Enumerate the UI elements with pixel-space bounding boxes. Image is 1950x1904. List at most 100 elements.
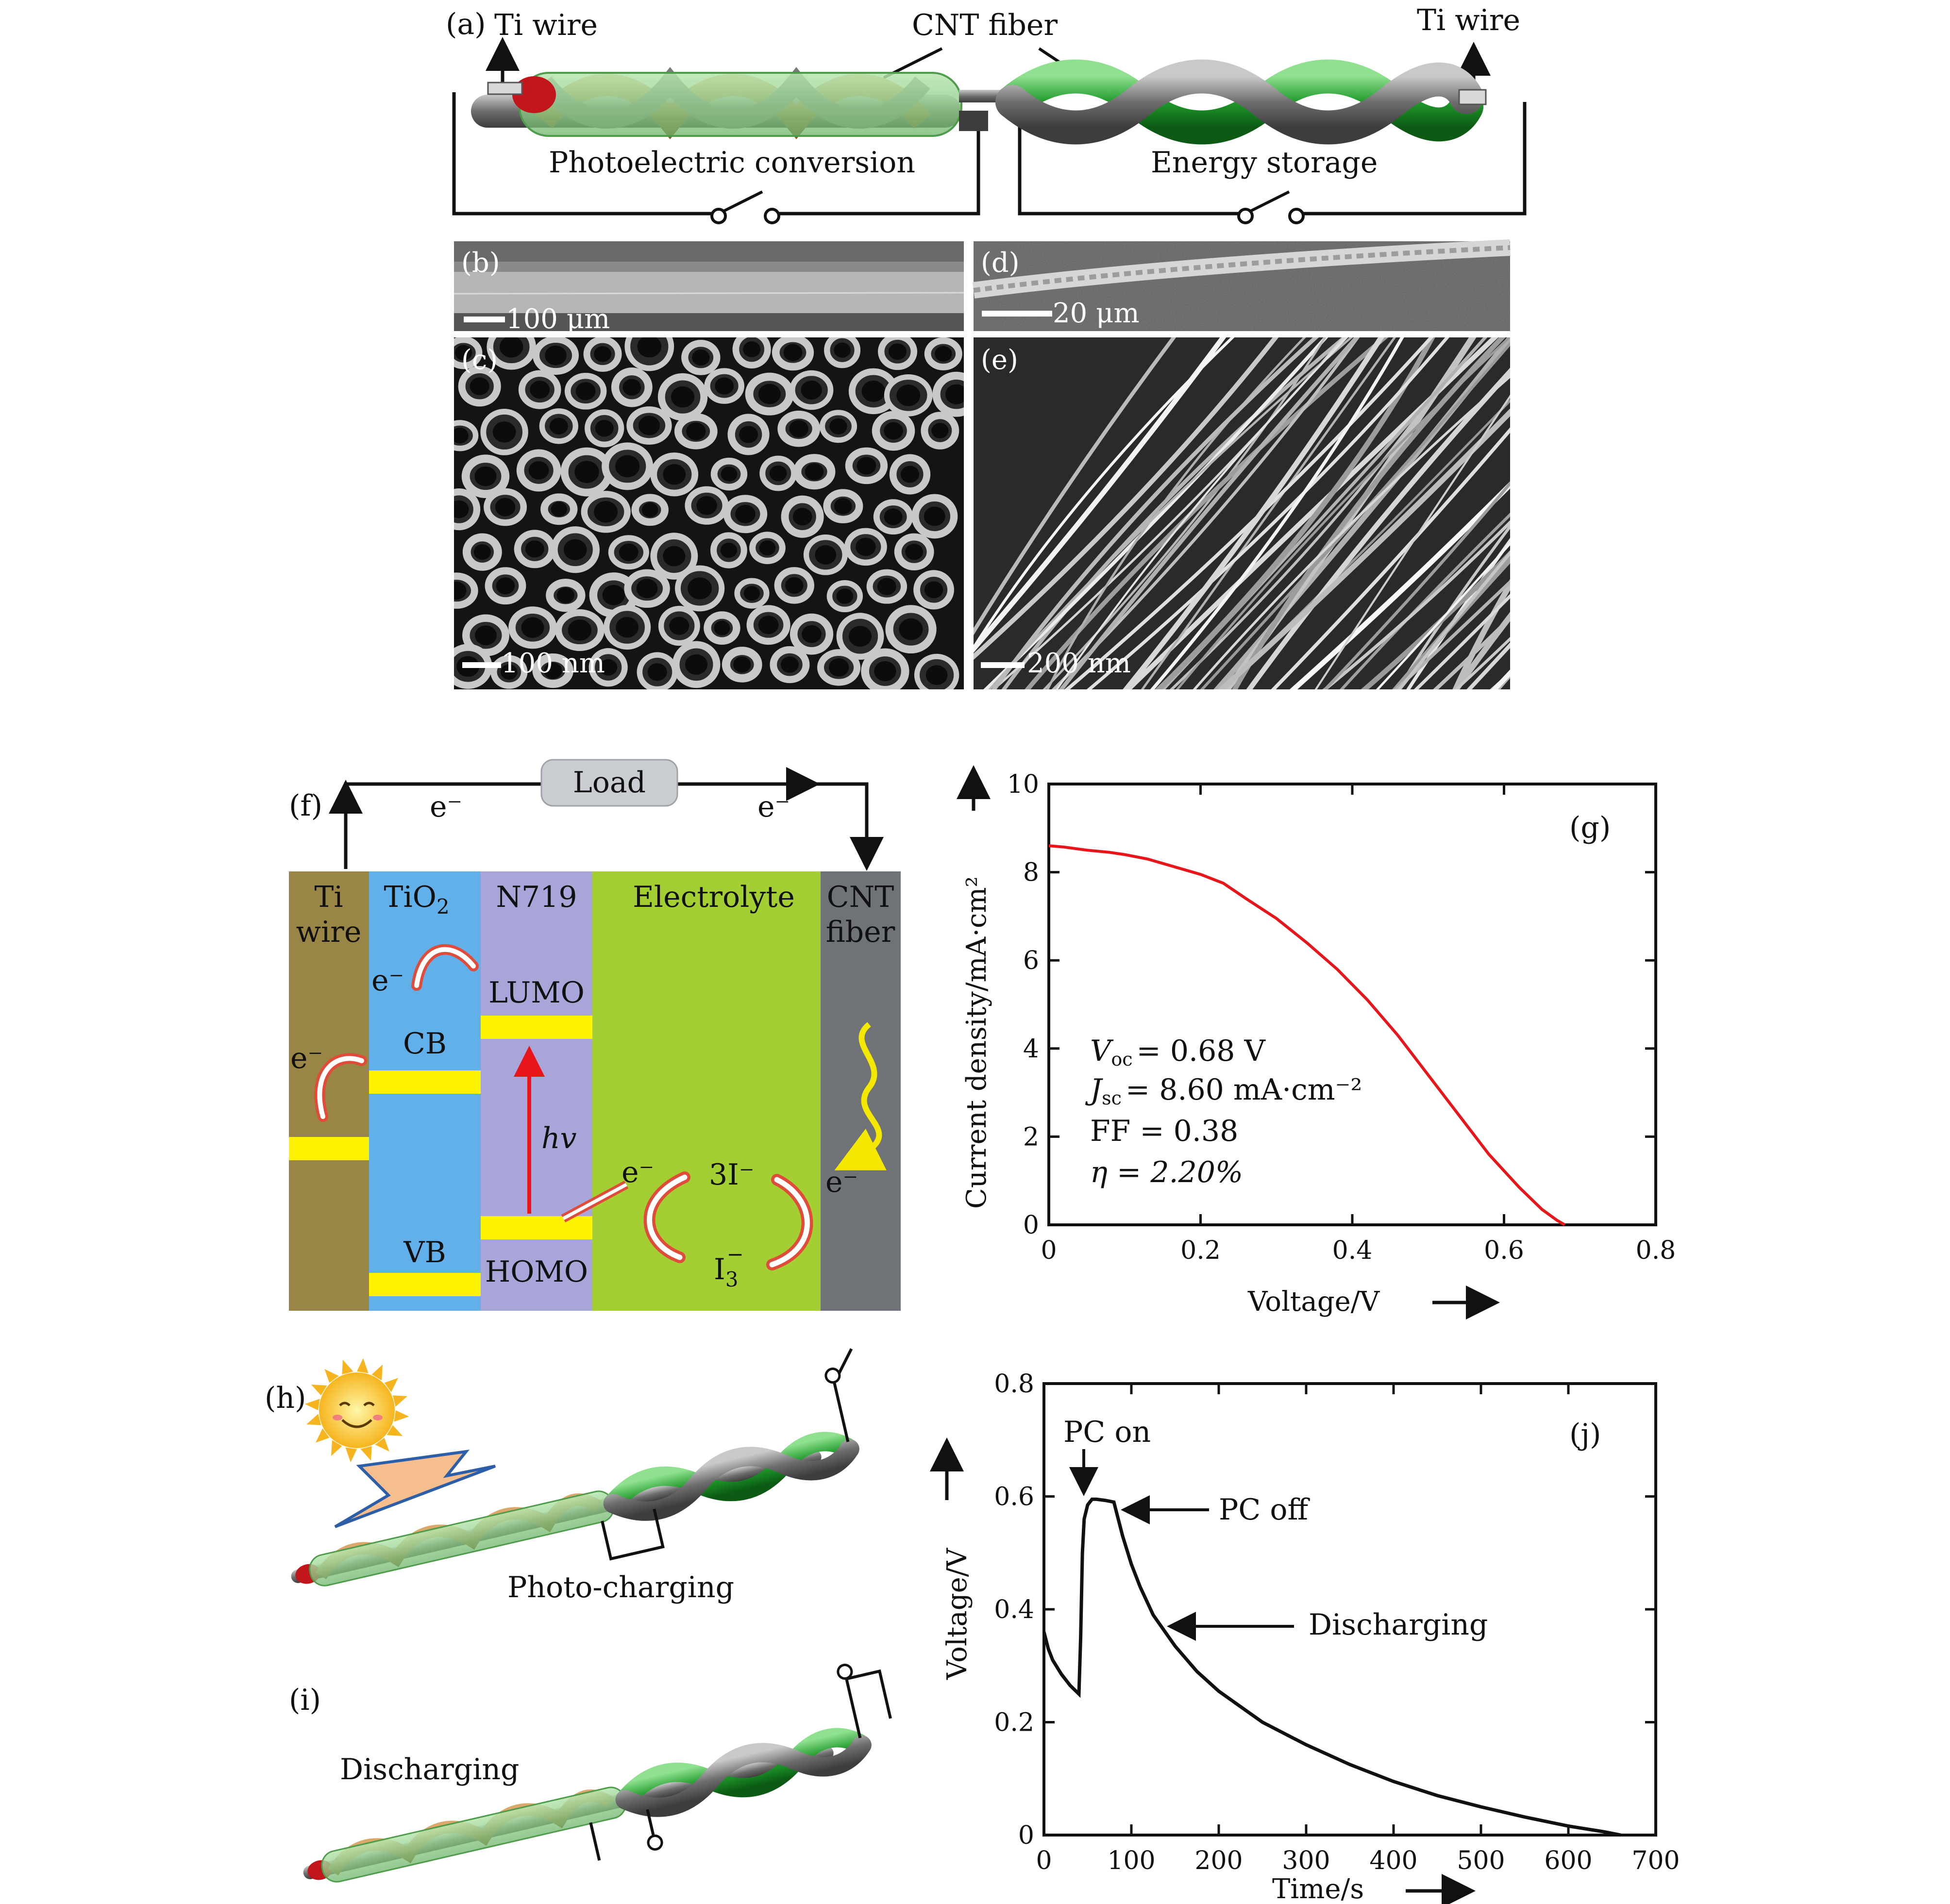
load-label: Load: [573, 766, 646, 800]
panel-i-label: (i): [289, 1683, 321, 1717]
photoelectric-label: Photoelectric conversion: [549, 146, 915, 180]
chart-j-ytick-label: 0.4: [994, 1595, 1034, 1624]
chart-j-ytick-label: 0.2: [994, 1708, 1034, 1737]
ti-wire-layer: [289, 871, 369, 1311]
sem-b-label: (b): [461, 247, 500, 279]
discharging-annotation: Discharging: [1309, 1608, 1488, 1642]
sem-e-label: (e): [981, 344, 1018, 376]
tio2-layer-label: TiO2: [384, 880, 449, 919]
cnt-fiber-layer: [821, 871, 901, 1311]
sem-panel-c: (c) 100 nm: [454, 337, 964, 689]
chart-j-ytick-label: 0.6: [994, 1483, 1034, 1512]
right-circuit-wire: [1018, 102, 1527, 216]
panel-h-label: (h): [265, 1381, 306, 1415]
sem-c-nanotubes: [454, 337, 964, 689]
chart-g-xtick-label: 0.8: [1636, 1236, 1676, 1265]
pc-off-label: PC off: [1219, 1493, 1310, 1527]
sun-icon: [304, 1358, 409, 1463]
chart-j-xtick-label: 700: [1631, 1846, 1680, 1875]
panel-i: (i) Discharging: [289, 1664, 892, 1883]
sem-b-scalebar: [464, 317, 505, 322]
panel-j-label: (j): [1569, 1418, 1601, 1452]
chart-j-xlabel: Time/s: [1272, 1873, 1364, 1904]
energy-storage-label: Energy storage: [1151, 146, 1378, 180]
lumo-level: [481, 1016, 592, 1039]
discharging-caption: Discharging: [340, 1753, 519, 1787]
circuit-down-arrow: [813, 782, 884, 871]
chart-j-xtick-label: 600: [1544, 1846, 1592, 1875]
chart-j-xtick-label: 100: [1107, 1846, 1155, 1875]
photo-charging-caption: Photo-charging: [507, 1570, 734, 1604]
chart-g-xtick-label: 0.2: [1180, 1236, 1221, 1265]
electron-label-right: e⁻: [757, 790, 790, 824]
electron-label-left: e⁻: [430, 790, 462, 824]
cnt-fiber-label: CNT fiber: [912, 8, 1058, 42]
chart-j-xtick-label: 0: [1036, 1846, 1052, 1875]
iodide-label: 3I⁻: [709, 1158, 755, 1192]
chart-g-ytick-label: 10: [1007, 770, 1039, 799]
sem-b-scale-text: 100 μm: [506, 303, 610, 335]
right-switch-lever: [1249, 190, 1290, 213]
sem-d-scale-text: 20 μm: [1053, 298, 1140, 329]
sem-panel-b: (b) 100 μm: [454, 241, 964, 335]
ti-wire-left-label: Ti wire: [494, 8, 598, 42]
left-switch-contact-1: [710, 208, 727, 224]
hv-label: hv: [541, 1121, 577, 1155]
cnt-layer-label-2: fiber: [826, 915, 895, 949]
chart-g-jsc: Jsc = 8.60 mA·cm⁻²: [1085, 1073, 1362, 1109]
vb-label: VB: [403, 1236, 446, 1269]
sem-d-label: (d): [981, 247, 1020, 279]
ti-wire-right-label: Ti wire: [1417, 3, 1520, 37]
panel-h: (h) Photo-charging: [265, 1348, 859, 1604]
sem-panel-d: (d) 20 μm: [972, 239, 1511, 331]
chart-j-ylabel: Voltage/V: [941, 1547, 973, 1680]
sem-e-cnt-bundles: [974, 337, 1510, 689]
vb-level: [369, 1273, 481, 1296]
sem-c-scalebar: [462, 662, 501, 668]
chart-j-ytick-label: 0: [1018, 1821, 1034, 1850]
pc-on-label: PC on: [1063, 1415, 1151, 1449]
panel-f-label: (f): [289, 789, 322, 823]
right-switch-contact-1: [1237, 208, 1254, 224]
photoelectric-device: [471, 67, 988, 139]
lumo-label: LUMO: [488, 976, 585, 1010]
left-switch-contact-2: [764, 208, 780, 224]
homo-label: HOMO: [485, 1255, 588, 1289]
panel-f: (f) Load e⁻ e⁻ Ti wire TiO2 N719 Electro…: [289, 759, 901, 1311]
sem-c-label: (c): [461, 344, 498, 376]
electrolyte-layer: [592, 871, 821, 1311]
cnt-electron-path: [834, 1022, 887, 1170]
left-circuit-wire: [452, 92, 980, 216]
cnt-layer-label-1: CNT: [827, 880, 894, 914]
chart-g-ytick-label: 0: [1023, 1211, 1039, 1240]
chart-g-ff: FF = 0.38: [1090, 1114, 1238, 1148]
chart-g-ytick-label: 6: [1023, 946, 1039, 975]
cb-label: CB: [403, 1027, 447, 1061]
chart-j-ytick-label: 0.8: [994, 1370, 1034, 1399]
chart-j-ticks: 0 100 200 300 400 500 600 700 0 0.2 0.4 0.6 0.8: [994, 1370, 1680, 1875]
left-switch-lever: [723, 190, 763, 213]
chart-g-ticks: 0 0.2 0.4 0.6 0.8 0 2 4 6 8 10: [1007, 770, 1676, 1265]
chart-g-xtick-label: 0.4: [1332, 1236, 1373, 1265]
ti-layer-label-1: Ti: [314, 880, 343, 914]
panel-g-label: (g): [1569, 811, 1611, 845]
chart-g-xlabel: Voltage/V: [1247, 1286, 1380, 1318]
electrolyte-electron-label: e⁻: [622, 1155, 654, 1189]
panel-a: (a) Ti wire CNT fiber Ti wire: [446, 3, 1527, 224]
chart-g-voc: Voc = 0.68 V: [1090, 1034, 1266, 1070]
chart-j-xtick-label: 500: [1457, 1846, 1505, 1875]
chart-g-ytick-label: 2: [1023, 1122, 1039, 1152]
chart-g-ytick-label: 8: [1023, 858, 1039, 887]
n719-layer: [481, 871, 592, 1311]
chart-j-xtick-label: 300: [1282, 1846, 1330, 1875]
chart-g-ylabel: Current density/mA·cm²: [961, 876, 992, 1209]
right-switch-contact-2: [1288, 208, 1305, 224]
chart-g-xtick-label: 0.6: [1484, 1236, 1524, 1265]
chart-g-ytick-label: 4: [1023, 1035, 1039, 1064]
triiodide-label: I3−: [714, 1242, 744, 1291]
chart-j-series-line: [1042, 1497, 1621, 1837]
chart-j-xtick-label: 400: [1369, 1846, 1417, 1875]
n719-layer-label: N719: [496, 880, 577, 914]
ti-layer-label-2: wire: [296, 915, 362, 949]
